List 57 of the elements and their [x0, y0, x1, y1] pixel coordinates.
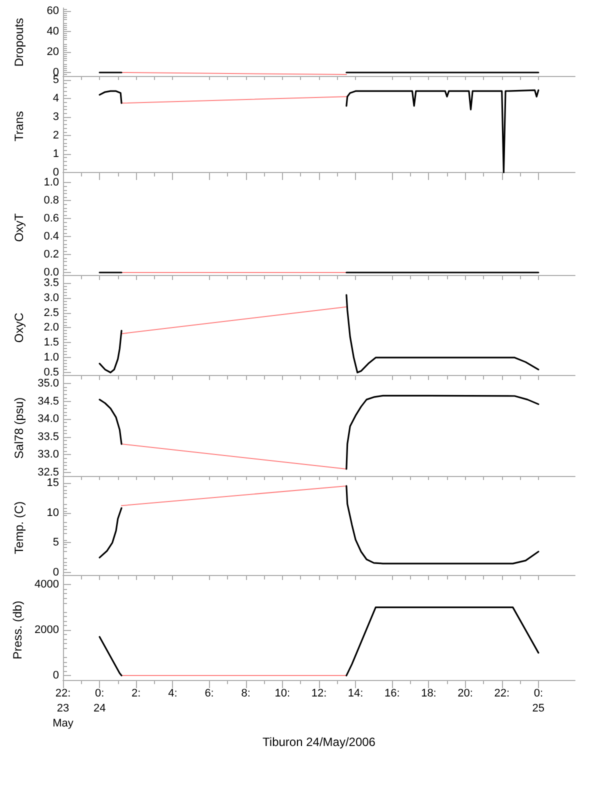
y-tick-label: 2 [52, 130, 59, 142]
y-tick-label: 33.0 [38, 448, 59, 461]
y-tick-label: 15 [46, 476, 59, 489]
y-tick-label: 0 [52, 166, 59, 178]
y-tick-label: 3.5 [44, 276, 59, 289]
y-tick-label: 32.5 [38, 466, 59, 478]
x-tick-label: 22: 23 May [52, 688, 74, 730]
y-tick-label: 4000 [34, 578, 59, 591]
y-axis-title: Dropouts [12, 18, 26, 67]
y-tick-label: 2.5 [44, 306, 59, 319]
y-tick-label: 33.5 [38, 430, 59, 443]
y-tick-label: 0.2 [44, 248, 59, 261]
x-tick-label: 0: 24 [93, 688, 106, 715]
y-tick-label: 20 [46, 46, 59, 58]
x-tick-label: 0: 25 [532, 688, 545, 715]
x-tick-label: 18: [421, 688, 436, 700]
x-tick-label: 2: [132, 688, 141, 700]
x-tick-label: 20: [458, 688, 473, 700]
x-tick-label: 16: [384, 688, 400, 700]
x-tick-label: 8: [241, 688, 250, 700]
y-tick-label: 5 [52, 74, 59, 86]
y-tick-label: 0.6 [44, 212, 59, 225]
y-tick-label: 60 [46, 5, 59, 18]
x-tick-label: 10: [274, 688, 290, 700]
y-axis-title: Press. (db) [10, 600, 25, 660]
y-tick-label: 1.5 [44, 336, 59, 349]
y-tick-label: 0.8 [44, 194, 59, 207]
y-tick-label: 1.0 [44, 176, 59, 189]
y-axis-title: OxyC [12, 312, 26, 343]
y-tick-label: 0.5 [44, 366, 59, 378]
y-tick-label: 40 [46, 26, 59, 38]
x-tick-label: 6: [204, 688, 214, 700]
y-tick-label: 5 [52, 536, 59, 549]
y-tick-label: 3.0 [44, 292, 59, 304]
y-tick-label: 34.5 [38, 395, 59, 408]
y-axis-title: Trans [12, 111, 26, 142]
y-tick-label: 0.4 [44, 230, 59, 243]
x-tick-label: 4: [168, 688, 178, 700]
y-tick-label: 1.0 [44, 352, 59, 364]
y-tick-label: 2.0 [44, 322, 59, 334]
y-tick-label: 0 [52, 670, 59, 682]
y-tick-label: 34.0 [38, 413, 59, 426]
y-axis-title: Sal78 (psu) [12, 397, 26, 459]
y-tick-label: 35.0 [38, 378, 59, 390]
y-axis-title: Temp. (C) [12, 501, 26, 554]
y-tick-label: 4 [52, 92, 59, 104]
x-tick-label: 12: [311, 688, 327, 700]
y-tick-label: 1 [52, 148, 59, 160]
y-tick-label: 2000 [34, 624, 59, 636]
x-tick-label: 22: [494, 688, 510, 700]
x-tick-label: 14: [348, 688, 364, 700]
y-tick-label: 3 [52, 111, 59, 123]
y-tick-label: 0 [52, 566, 59, 578]
y-axis-title: OxyT [12, 212, 26, 242]
y-tick-label: 0.0 [44, 266, 59, 278]
x-axis-title: Tiburon 24/May/2006 [262, 735, 376, 749]
y-tick-label: 10 [46, 506, 59, 519]
